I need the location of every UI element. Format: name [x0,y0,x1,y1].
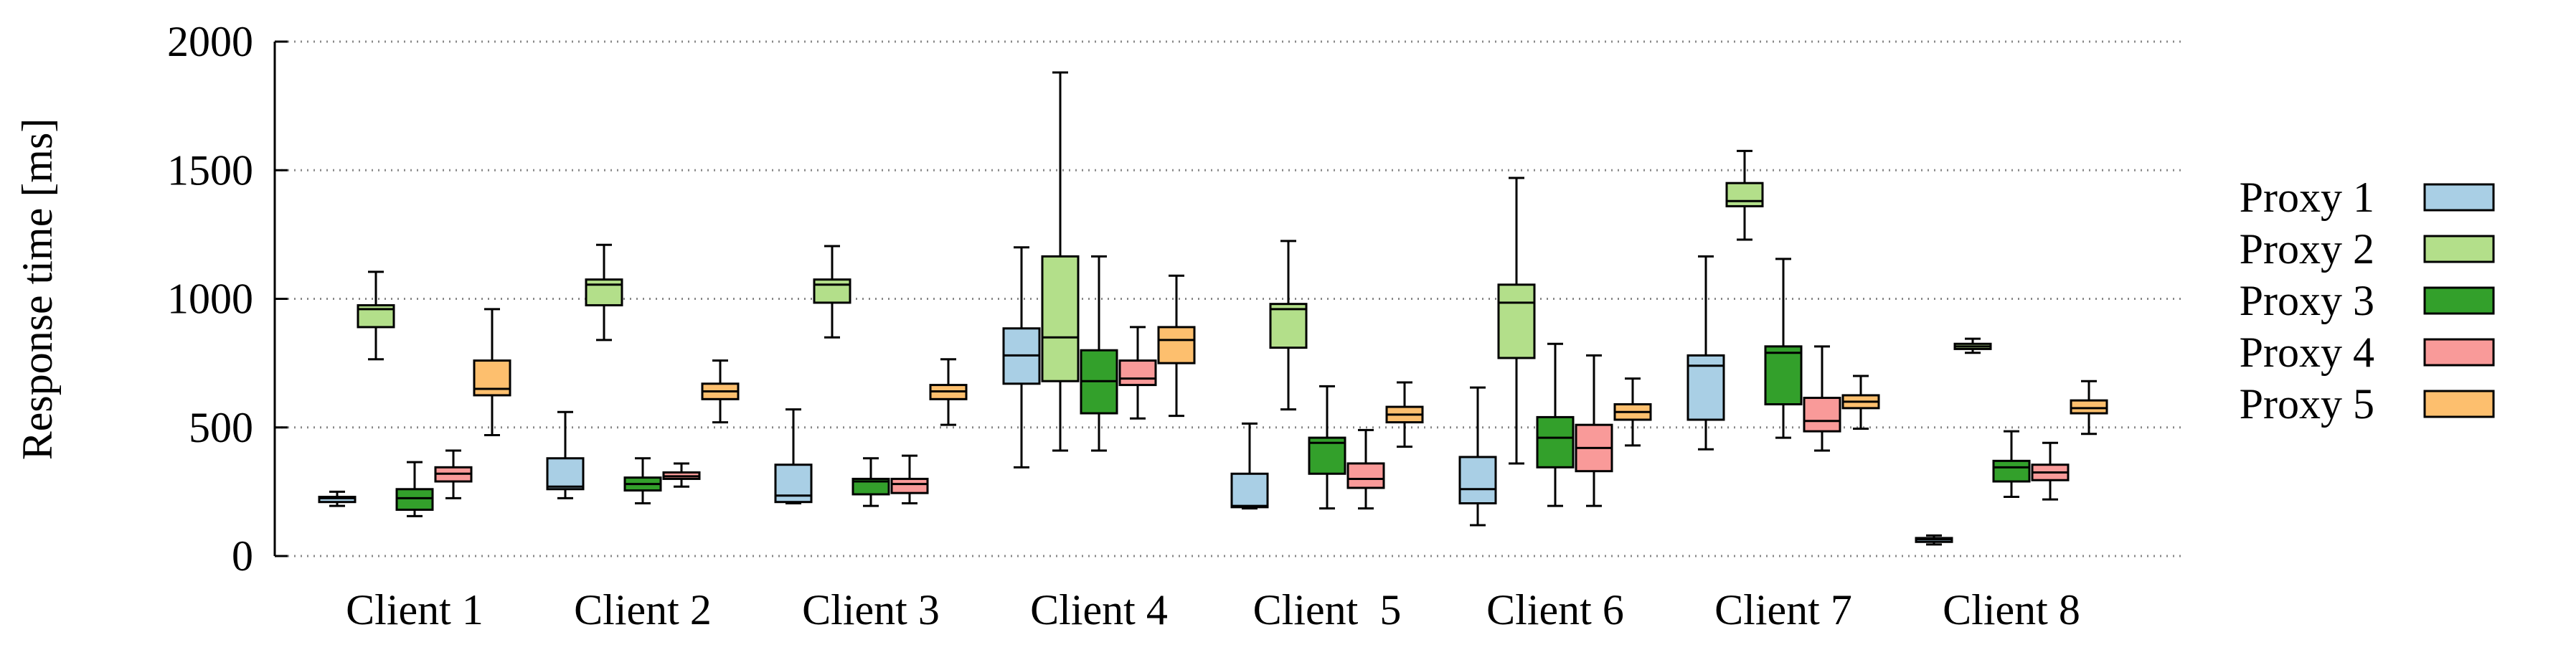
box-iqr [473,359,511,397]
legend-swatch [2423,286,2495,315]
box-iqr [1041,255,1080,382]
box-iqr [890,477,929,494]
legend-swatch [2423,390,2495,418]
box-8-1 [1915,534,1953,546]
box-6-1 [1458,386,1497,527]
legend-label: Proxy 5 [2240,380,2374,428]
box-7-5 [1841,375,1880,430]
box-iqr [546,457,585,491]
box-iqr [395,488,434,511]
y-tick-label: 1500 [167,146,253,194]
box-3-2 [813,245,851,339]
box-1-5 [473,308,511,437]
box-8-5 [2070,380,2108,436]
x-tick-label: Client 4 [1030,586,1168,634]
box-6-5 [1613,377,1652,447]
box-1-1 [318,490,357,507]
box-2-5 [701,359,740,424]
box-2-1 [546,410,585,499]
x-tick-label: Client 7 [1714,586,1852,634]
y-axis: 0 500 1000 1500 2000 [167,18,288,580]
box-iqr [1118,359,1157,387]
box-iqr [1803,397,1841,433]
box-1-3 [395,461,434,517]
legend-label: Proxy 1 [2240,174,2374,221]
legend-label: Proxy 2 [2240,225,2374,273]
box-3-3 [851,457,890,507]
box-2-4 [662,462,701,488]
box-3-1 [774,408,813,505]
box-3-5 [929,358,968,426]
box-4-1 [1002,246,1041,469]
box-iqr [318,496,357,504]
box-iqr [813,278,851,304]
box-6-2 [1497,176,1536,465]
box-4-4 [1118,326,1157,420]
x-tick-label: Client 2 [574,586,712,634]
box-7-2 [1725,149,1764,241]
box-iqr [1764,345,1803,405]
box-6-3 [1536,342,1575,507]
box-iqr [1269,303,1308,349]
y-tick-label: 500 [189,404,253,451]
box-4-2 [1041,71,1080,452]
legend-swatch [2423,338,2495,367]
box-8-2 [1953,337,1992,354]
box-5-4 [1346,428,1385,510]
box-2-2 [585,243,623,342]
box-series [318,71,2108,546]
x-axis: Client 1 Client 2 Client 3 Client 4 Client 5… [346,586,2080,634]
box-3-4 [890,454,929,505]
box-iqr [1497,283,1536,359]
legend-label: Proxy 4 [2240,329,2374,376]
box-iqr [2070,399,2108,415]
box-4-3 [1080,255,1118,452]
box-iqr [1230,472,1269,509]
y-tick-label: 1000 [167,276,253,323]
legend-swatch [2423,183,2495,212]
box-1-2 [357,270,395,361]
box-7-3 [1764,258,1803,439]
box-iqr [1458,456,1497,505]
box-6-4 [1575,354,1613,507]
box-iqr [1725,182,1764,207]
box-iqr [1157,326,1196,364]
box-7-1 [1686,255,1725,451]
box-2-3 [623,457,662,505]
box-1-4 [434,449,473,499]
box-iqr [1536,415,1575,469]
y-axis-title: Response time [ms] [14,118,61,461]
x-tick-label: Client 6 [1486,586,1624,634]
x-tick-label: Client 3 [802,586,940,634]
box-8-4 [2031,441,2070,501]
box-5-3 [1308,385,1346,510]
box-5-5 [1385,381,1424,448]
box-8-3 [1992,430,2031,499]
box-iqr [585,278,623,306]
box-iqr [1992,459,2031,483]
box-5-2 [1269,240,1308,411]
legend-swatch [2423,235,2495,263]
x-tick-label: Client 1 [346,586,483,634]
box-7-4 [1803,345,1841,452]
y-tick-label: 2000 [167,18,253,65]
legend-label: Proxy 3 [2240,277,2374,324]
x-tick-label: Client 8 [1943,586,2080,634]
box-4-5 [1157,274,1196,418]
box-5-1 [1230,422,1269,510]
y-tick-label: 0 [232,532,253,580]
box-iqr [851,477,890,496]
x-tick-label: Client 5 [1253,586,1402,634]
box-iqr [1346,462,1385,489]
